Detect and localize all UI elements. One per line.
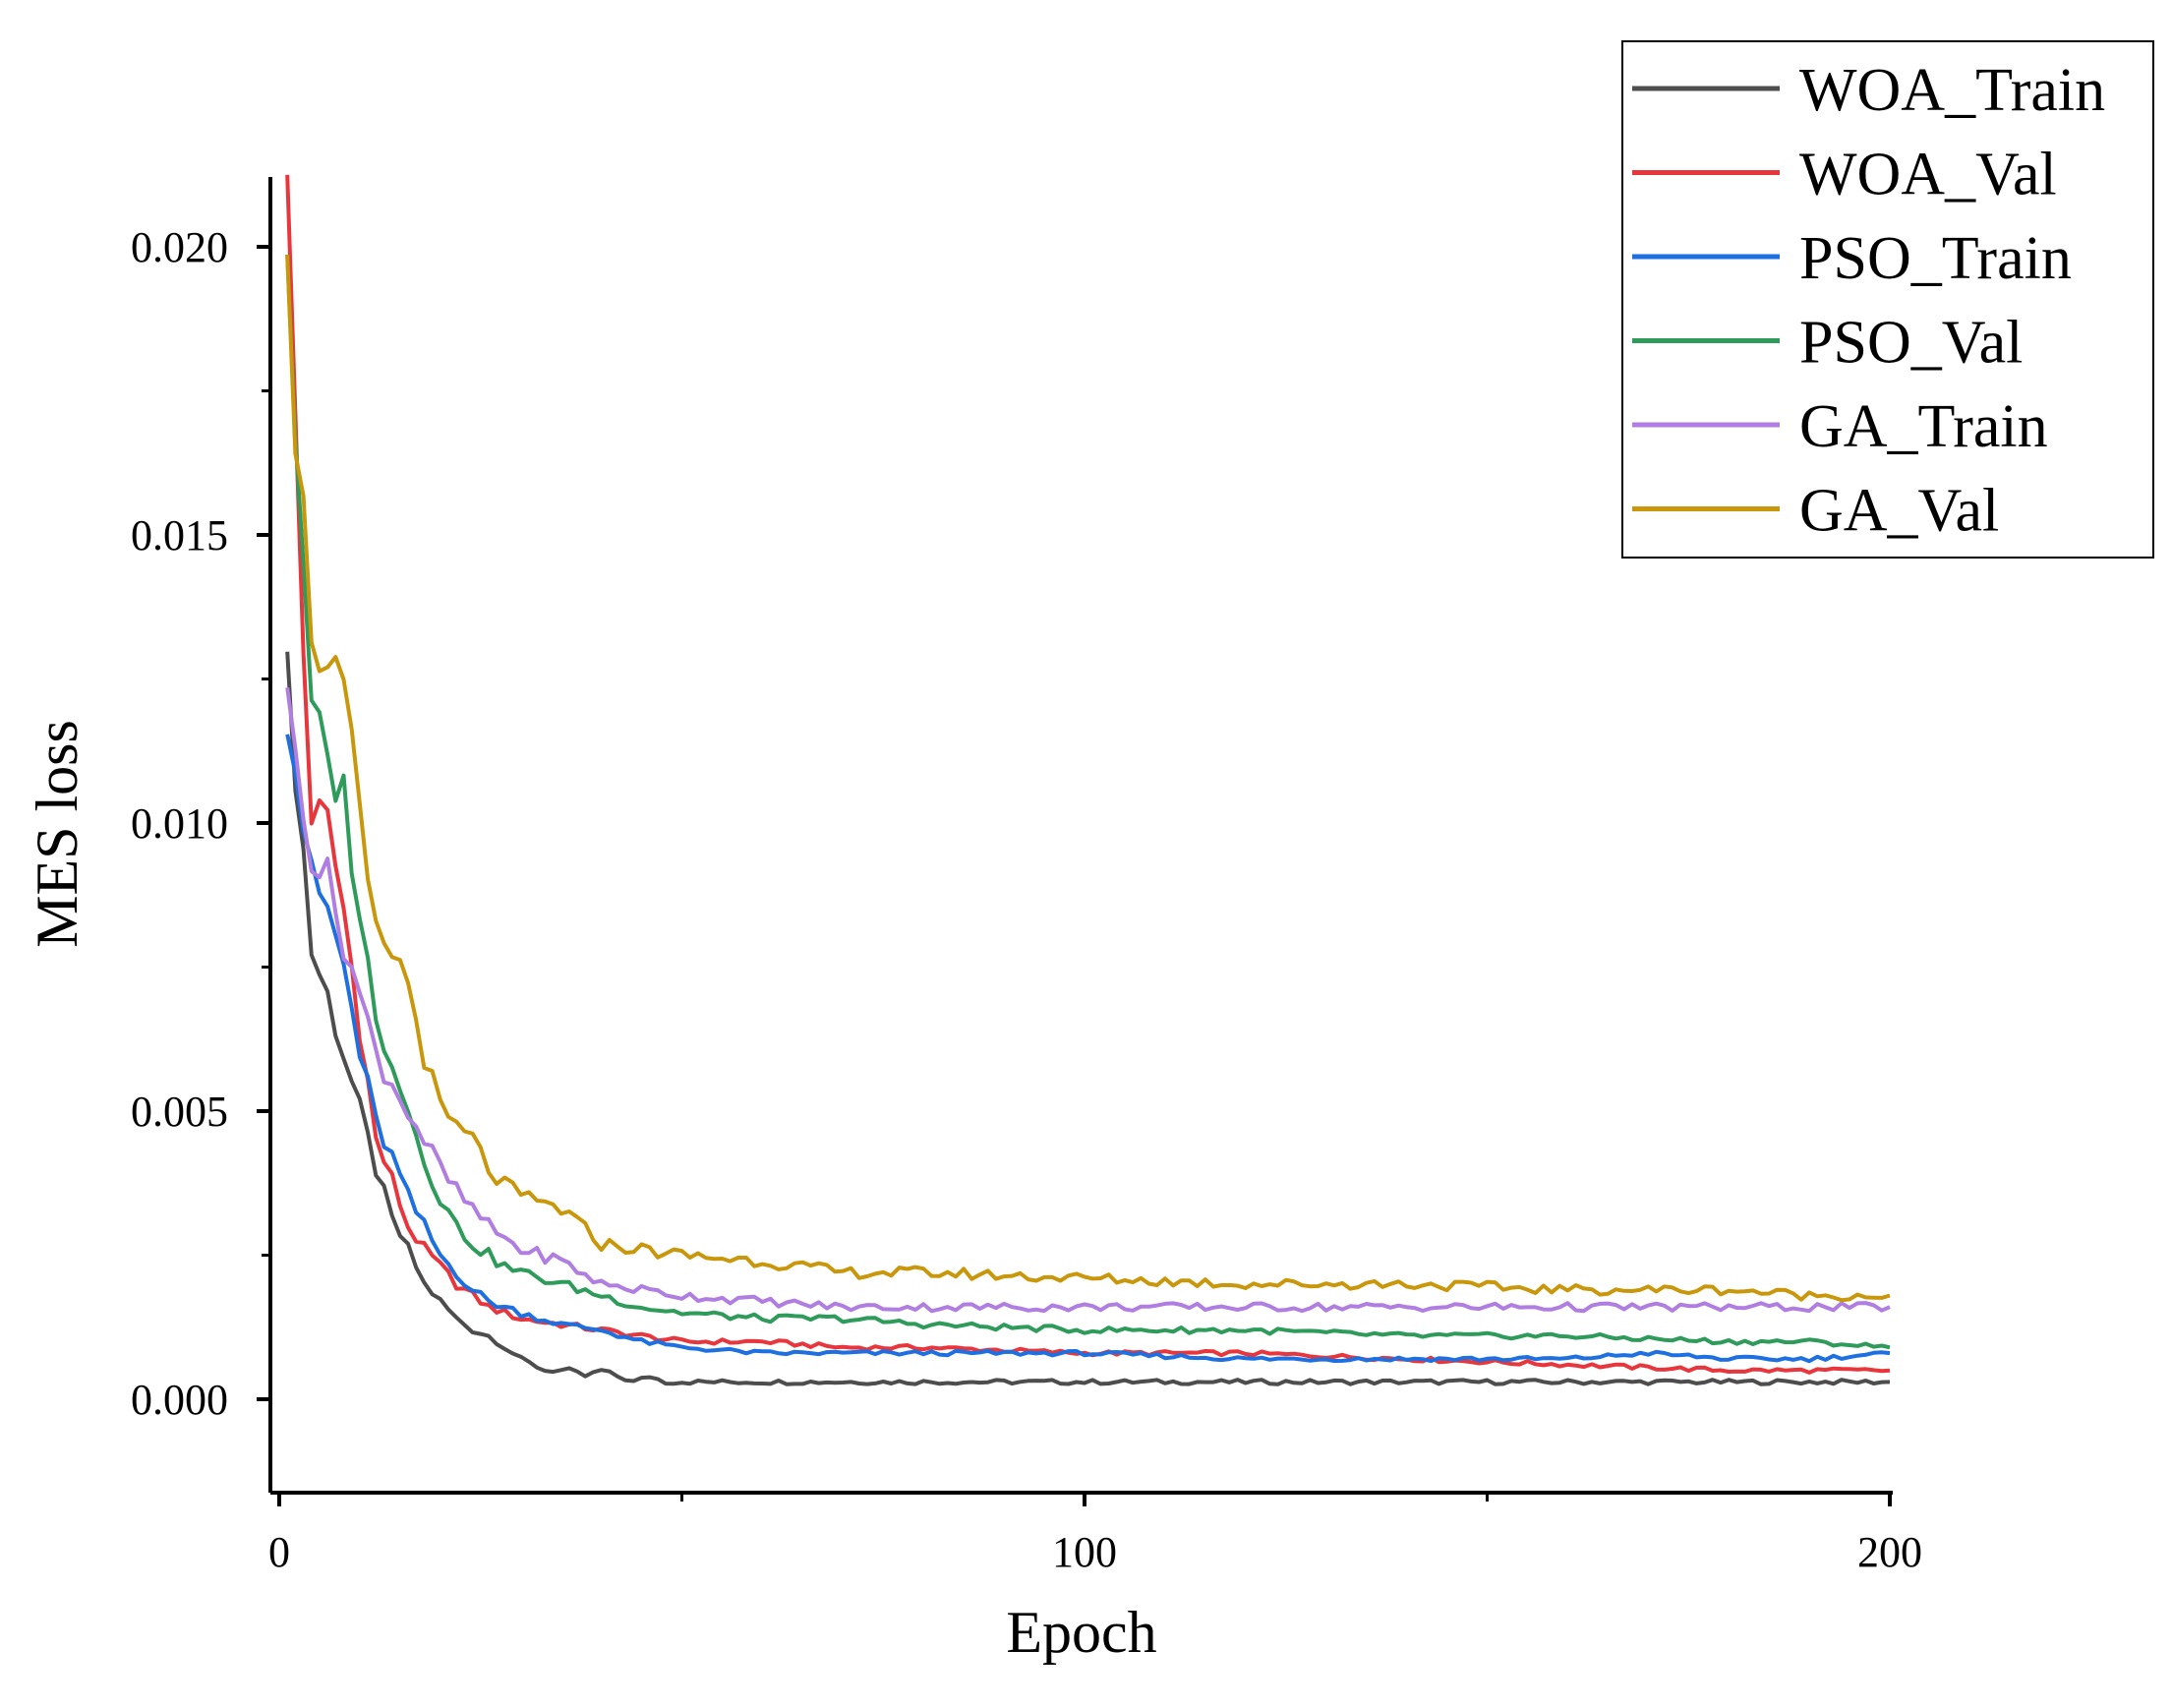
y-tick-label: 0.015 (131, 511, 228, 560)
x-axis-title: Epoch (1006, 1600, 1156, 1665)
series-line-pso-val (285, 255, 1891, 1350)
legend-label: PSO_Train (1799, 225, 2072, 292)
axes-layer (268, 177, 1893, 1495)
series-layer (285, 174, 1891, 1386)
y-tick-label: 0.020 (131, 223, 228, 271)
series-line-ga-val (285, 254, 1891, 1303)
legend-label: WOA_Val (1799, 142, 2057, 208)
legend-box (1621, 40, 2154, 559)
legend-label: WOA_Train (1799, 57, 2105, 124)
x-tick-label: 200 (1857, 1528, 1922, 1576)
y-axis-title: MES loss (25, 720, 89, 948)
y-tick-label: 0.005 (131, 1088, 228, 1136)
tick-layer: 0 100 200 0.000 0.005 0.010 0.015 0.020 (131, 223, 1922, 1576)
series-line-ga-train (285, 686, 1891, 1314)
legend-label: GA_Val (1799, 478, 1999, 545)
x-tick-label: 0 (268, 1528, 290, 1576)
legend-label: PSO_Val (1799, 310, 2023, 377)
y-tick-label: 0.010 (131, 799, 228, 848)
series-line-pso-train (285, 734, 1891, 1364)
y-tick-label: 0.000 (131, 1376, 228, 1424)
legend-label: GA_Train (1799, 393, 2048, 460)
series-line-woa-train (285, 651, 1891, 1386)
legend: WOA_Train WOA_Val PSO_Train PSO_Val GA_Train… (1621, 40, 2154, 559)
x-tick-label: 100 (1052, 1528, 1117, 1576)
